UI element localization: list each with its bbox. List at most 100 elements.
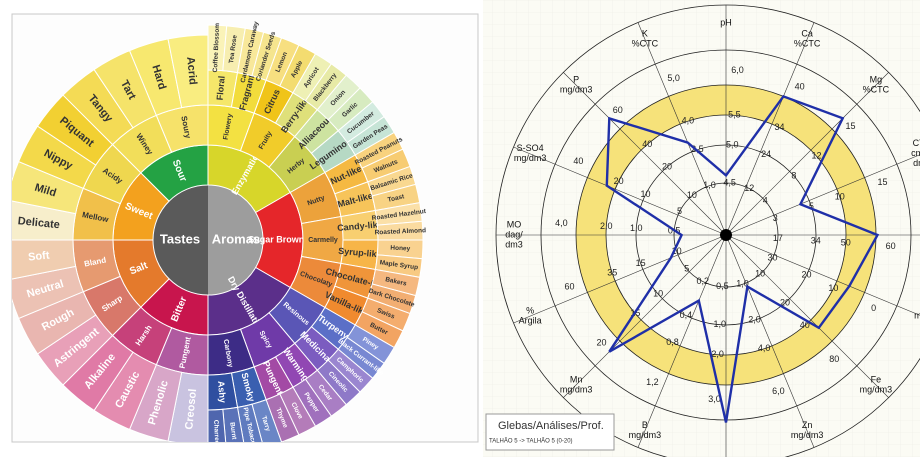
ring-tick-label: 5,0 xyxy=(667,73,680,83)
ring-tick-label: 5 xyxy=(677,206,682,216)
axis-label: cmol/ xyxy=(911,148,920,158)
axis-label: Mn xyxy=(570,374,583,384)
aroma-note-label: Tea Rose xyxy=(228,34,239,63)
axis-label: K xyxy=(642,29,648,39)
ring-tick-label: 1,0 xyxy=(736,279,749,289)
axis-label: dm3 xyxy=(913,158,920,168)
axis-label: mg/dm3 xyxy=(560,84,593,94)
axis-label: B xyxy=(642,420,648,430)
ring-tick-label: 8 xyxy=(791,170,796,180)
aroma-group-label: Sugar Browning xyxy=(248,234,318,244)
spoke xyxy=(725,22,815,236)
axis-label: % xyxy=(526,306,534,316)
ring-tick-label: 17 xyxy=(773,233,783,243)
ring-tick-label: 15 xyxy=(846,121,856,131)
taste-descriptor-label: Acrid xyxy=(184,56,199,85)
ring-tick-label: 1,0 xyxy=(630,223,643,233)
aroma-subgroup-label: Carbony xyxy=(222,339,234,368)
ring-tick-label: 15 xyxy=(877,177,887,187)
ring-tick-label: 20 xyxy=(802,270,812,280)
ring-tick-label: 4 xyxy=(763,195,768,205)
ring-tick-label: 2,0 xyxy=(600,221,613,231)
ring-tick-label: 5 xyxy=(684,263,689,273)
ring-tick-label: 1,0 xyxy=(703,180,716,190)
ring-tick-label: 10 xyxy=(640,189,650,199)
spoke xyxy=(513,234,727,324)
axis-label: P xyxy=(573,74,579,84)
ring-tick-label: 80 xyxy=(829,354,839,364)
spoke xyxy=(563,72,727,236)
aroma-note-label: Toast xyxy=(387,193,406,204)
aroma-subgroup-label: Carmelly xyxy=(308,237,338,244)
axis-label: dm3 xyxy=(505,239,523,249)
spoke xyxy=(725,154,920,236)
center-label: Aromas xyxy=(212,231,260,246)
taste-descriptor-label: Delicate xyxy=(17,215,60,231)
spoke xyxy=(725,234,889,398)
soil-profile xyxy=(605,94,880,423)
spoke xyxy=(725,234,920,316)
spoke xyxy=(563,234,727,398)
radar-chart: 4,55,05,56,0pH12243440Ca%CTC481215Mg%CTC… xyxy=(495,4,920,457)
ring-tick-label: 10 xyxy=(653,288,663,298)
ring-tick-label: 0,4 xyxy=(680,310,693,320)
axis-label: MO xyxy=(507,219,522,229)
ring-tick-label: 0,5 xyxy=(716,281,729,291)
spoke xyxy=(637,234,727,448)
aroma-note-label: Maple Syrup xyxy=(379,259,418,271)
legend-box: Glebas/Análises/Prof. TALHÃO 5 -> TALHÃO… xyxy=(485,413,615,451)
taste-subgroup-label: Soury xyxy=(179,115,192,140)
aroma-subgroup-label: Flowery xyxy=(223,113,235,140)
ring-tick-label: 4,0 xyxy=(555,218,568,228)
ring-tick-label: 2,0 xyxy=(748,315,761,325)
ring-tick-label: 3,0 xyxy=(708,394,721,404)
axis-label: mg/dm3 xyxy=(560,384,593,394)
ring-tick-label: 30 xyxy=(768,253,778,263)
center-label: Tastes xyxy=(160,231,200,246)
ring-tick-label: 40 xyxy=(642,139,652,149)
aroma-note-label: Honey xyxy=(390,245,411,253)
axis-label: CTC xyxy=(913,138,920,148)
axis-label: mg/dm3 xyxy=(629,430,662,440)
ring-tick-label: 40 xyxy=(795,82,805,92)
ring-tick-label: 60 xyxy=(886,241,896,251)
ring-tick-label: 1,2 xyxy=(646,377,659,387)
spoke xyxy=(725,234,815,448)
ring-tick-label: 3 xyxy=(773,213,778,223)
ring-tick-label: 6,0 xyxy=(772,386,785,396)
axis-label: %CTC xyxy=(863,84,890,94)
ring-tick-label: 4,5 xyxy=(723,178,736,188)
axis-label: dag/ xyxy=(505,229,523,239)
legend-frame xyxy=(485,413,615,451)
axis-label: Ca xyxy=(801,29,813,39)
spoke xyxy=(513,146,727,236)
ring-tick-label: 5,5 xyxy=(728,110,741,120)
ring-tick-label: 40 xyxy=(800,320,810,330)
aroma-descriptor-label: Syrup-like xyxy=(338,246,382,260)
axis-label: mg/dm3 xyxy=(860,384,893,394)
taste-descriptor-label: Creosol xyxy=(183,388,199,430)
ring-tick-label: 2,0 xyxy=(711,349,724,359)
ring-tick-label: 24 xyxy=(761,149,771,159)
axis-label: mg/dm3 xyxy=(791,430,824,440)
axis-label: m% xyxy=(914,311,920,321)
ring-tick-label: 12 xyxy=(812,151,822,161)
flavor-wheel: Tastes AromasBitterSaltSweetSourPungentHa… xyxy=(12,20,427,442)
ring-tick-label: 0,2 xyxy=(697,276,710,286)
ring-tick-label: 60 xyxy=(565,282,575,292)
ring-tick-label: 10 xyxy=(828,283,838,293)
axis-label: Argila xyxy=(519,316,542,326)
aroma-note-label: Bakers xyxy=(385,276,408,288)
axis-label: pH xyxy=(720,17,732,27)
aroma-note-segment xyxy=(207,408,227,442)
ring-tick-label: 50 xyxy=(841,238,851,248)
ring-tick-label: 10 xyxy=(687,190,697,200)
spoke xyxy=(725,72,889,236)
ring-tick-label: 35 xyxy=(607,267,617,277)
ring-tick-label: 4,0 xyxy=(758,343,771,353)
legend-title: Glebas/Análises/Prof. xyxy=(498,420,604,432)
ring-tick-label: 2,5 xyxy=(691,144,704,154)
taste-descriptor-label: Soft xyxy=(28,250,51,264)
ring-tick-label: 20 xyxy=(614,176,624,186)
